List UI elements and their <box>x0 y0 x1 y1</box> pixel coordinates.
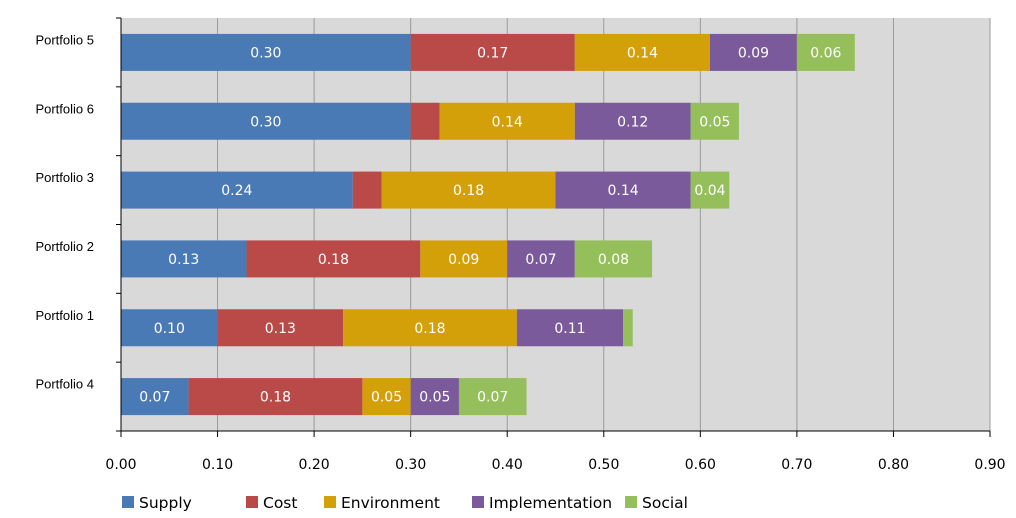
legend-swatch-environment <box>324 496 336 508</box>
bar-environment-4 <box>420 240 508 278</box>
legend-swatch-social <box>625 496 637 508</box>
x-tick-label-5: 0.50 <box>588 457 619 473</box>
bar-environment-6 <box>362 378 411 416</box>
legend-label-supply: Supply <box>139 494 192 512</box>
bar-social-6 <box>458 378 527 416</box>
data-label-supply-1: 0.30 <box>250 45 281 61</box>
grid-lines <box>217 18 991 431</box>
bar-implementation-5 <box>516 309 624 347</box>
legend: Supply Cost Environment Implementation Socia… <box>122 494 688 512</box>
legend-swatch-implementation <box>472 496 484 508</box>
category-label-1: Portfolio 5 <box>35 32 94 47</box>
data-label-implementation-6: 0.05 <box>419 390 450 406</box>
legend-swatch-cost <box>246 496 258 508</box>
category-label-2: Portfolio 6 <box>35 101 94 116</box>
category-label-5: Portfolio 1 <box>35 308 94 323</box>
x-tick-label-6: 0.60 <box>685 457 716 473</box>
category-label-4: Portfolio 2 <box>35 239 94 254</box>
data-label-supply-6: 0.07 <box>139 390 170 406</box>
x-tick-label-1: 0.10 <box>202 457 233 473</box>
bar-supply-6 <box>121 378 189 416</box>
bar-cost-1 <box>410 33 575 71</box>
data-label-cost-5: 0.13 <box>265 321 296 337</box>
data-label-cost-4: 0.18 <box>318 252 349 268</box>
x-tick-label-0: 0.00 <box>105 457 136 473</box>
bars: 0.30 0.17 0.14 0.09 0.06 0.30 0.14 0.12 0.05 0.24… <box>121 33 855 416</box>
data-label-supply-5: 0.10 <box>154 321 185 337</box>
bar-cost-2 <box>410 102 440 140</box>
data-label-environment-5: 0.18 <box>414 321 445 337</box>
data-label-environment-4: 0.09 <box>448 252 479 268</box>
bar-social-4 <box>574 240 653 278</box>
data-label-social-6: 0.07 <box>477 390 508 406</box>
bar-implementation-3 <box>555 171 691 209</box>
x-tick-label-7: 0.70 <box>781 457 812 473</box>
bar-environment-5 <box>343 309 517 347</box>
data-label-supply-4: 0.13 <box>168 252 199 268</box>
bar-implementation-1 <box>709 33 797 71</box>
data-label-implementation-5: 0.11 <box>554 321 585 337</box>
x-tick-label-4: 0.40 <box>492 457 523 473</box>
category-label-6: Portfolio 4 <box>35 377 94 392</box>
bar-supply-3 <box>121 171 353 209</box>
legend-label-social: Social <box>642 494 688 512</box>
data-label-environment-1: 0.14 <box>627 45 658 61</box>
bar-cost-3 <box>352 171 382 209</box>
bar-environment-1 <box>574 33 710 71</box>
legend-swatch-supply <box>122 496 134 508</box>
bar-environment-3 <box>381 171 556 209</box>
category-label-3: Portfolio 3 <box>35 170 94 185</box>
bar-social-3 <box>690 171 730 209</box>
x-tick-label-3: 0.30 <box>395 457 426 473</box>
bar-implementation-6 <box>410 378 459 416</box>
data-label-social-1: 0.06 <box>810 45 841 61</box>
data-label-cost-6: 0.18 <box>260 390 291 406</box>
data-label-environment-2: 0.14 <box>492 114 523 130</box>
bar-cost-4 <box>246 240 421 278</box>
x-tick-label-8: 0.80 <box>878 457 909 473</box>
bar-supply-5 <box>121 309 218 347</box>
data-label-cost-1: 0.17 <box>477 45 508 61</box>
x-tick-label-2: 0.20 <box>299 457 330 473</box>
bar-supply-1 <box>121 33 411 71</box>
bar-supply-2 <box>121 102 411 140</box>
bar-social-1 <box>796 33 855 71</box>
legend-label-cost: Cost <box>263 494 297 512</box>
data-label-social-2: 0.05 <box>699 114 730 130</box>
legend-label-implementation: Implementation <box>489 494 612 512</box>
data-label-social-3: 0.04 <box>694 183 725 199</box>
data-label-supply-2: 0.30 <box>250 114 281 130</box>
bar-environment-2 <box>439 102 575 140</box>
bar-social-2 <box>690 102 739 140</box>
bar-implementation-4 <box>507 240 575 278</box>
axes: Portfolio 5 Portfolio 6 Portfolio 3 Portfol… <box>35 17 1006 473</box>
data-label-implementation-2: 0.12 <box>617 114 648 130</box>
data-label-supply-3: 0.24 <box>221 183 252 199</box>
bar-supply-4 <box>121 240 247 278</box>
data-label-implementation-3: 0.14 <box>608 183 639 199</box>
data-label-environment-3: 0.18 <box>453 183 484 199</box>
data-label-implementation-4: 0.07 <box>525 252 556 268</box>
bar-cost-6 <box>188 378 363 416</box>
bar-social-5 <box>623 309 633 347</box>
data-label-environment-6: 0.05 <box>371 390 402 406</box>
bar-cost-5 <box>217 309 344 347</box>
x-tick-label-9: 0.90 <box>974 457 1005 473</box>
plot-area <box>121 18 990 431</box>
legend-label-environment: Environment <box>341 494 440 512</box>
data-label-implementation-1: 0.09 <box>738 45 769 61</box>
bar-implementation-2 <box>574 102 691 140</box>
data-label-social-4: 0.08 <box>598 252 629 268</box>
